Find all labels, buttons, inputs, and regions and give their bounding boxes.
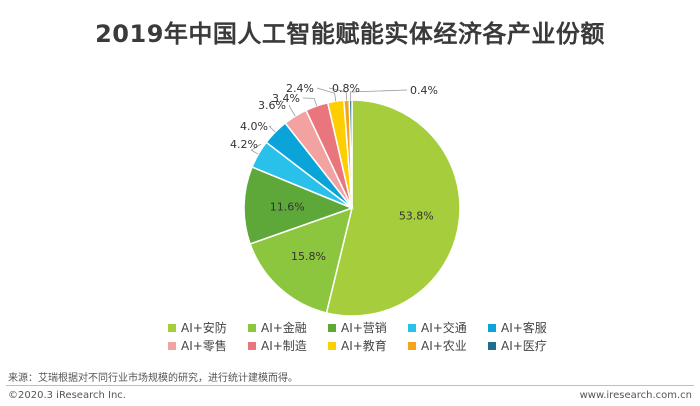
pie-leader-line — [316, 87, 337, 102]
pie-slice-label: 2.4% — [286, 82, 314, 95]
legend-swatch — [168, 323, 176, 332]
pie-labels: 53.8% 15.8% 11.6% 4.2% 4.0% 3.6%3.4%2.4% 0.8% 0… — [230, 82, 438, 263]
footer-divider — [6, 385, 694, 386]
pie-slice-label: 4.2% — [230, 138, 258, 151]
legend-item: AI+零售 — [168, 337, 227, 354]
legend-swatch — [168, 341, 176, 350]
pie-slice-label: 4.0% — [240, 120, 268, 133]
pie-leader-line — [350, 89, 408, 101]
legend-label: AI+营销 — [341, 321, 387, 335]
pie-slice-label: 53.8% — [399, 210, 434, 223]
pie-leader-lines — [250, 87, 408, 155]
pie-slice — [249, 206, 354, 314]
legend-label: AI+交通 — [421, 321, 467, 335]
website: www.iresearch.com.cn — [579, 390, 692, 401]
legend-label: AI+客服 — [501, 321, 547, 335]
legend-item: AI+安防 — [168, 319, 227, 336]
legend-label: AI+医疗 — [501, 339, 547, 353]
legend-item: AI+交通 — [408, 319, 467, 336]
legend-swatch — [328, 341, 336, 350]
pie-leader-line — [250, 143, 262, 155]
legend-label: AI+农业 — [421, 339, 467, 353]
source-note: 来源：艾瑞根据对不同行业市场规模的研究，进行统计建模而得。 — [8, 373, 298, 384]
legend-swatch — [488, 323, 496, 332]
pie-slice-label: 15.8% — [291, 250, 326, 263]
legend-item: AI+客服 — [488, 319, 547, 336]
legend-label: AI+制造 — [261, 339, 307, 353]
legend-item: AI+金融 — [248, 319, 307, 336]
legend-item: AI+制造 — [248, 337, 307, 354]
legend-swatch — [408, 341, 416, 350]
legend-item: AI+医疗 — [488, 337, 547, 354]
pie-slice-label: 0.4% — [410, 84, 438, 97]
legend-label: AI+零售 — [181, 339, 227, 353]
legend-item: AI+营销 — [328, 319, 387, 336]
legend-swatch — [488, 341, 496, 350]
legend-item: AI+农业 — [408, 337, 467, 354]
pie-leader-line — [268, 125, 276, 133]
pie-slice — [348, 99, 353, 209]
pie-slice — [243, 166, 355, 245]
pie-slice-label: 3.6% — [258, 99, 286, 112]
legend-swatch — [248, 341, 256, 350]
copyright: ©2020.3 iResearch Inc. — [8, 390, 126, 401]
pie-slice-label: 3.4% — [272, 92, 300, 105]
legend-swatch — [248, 323, 256, 332]
legend-swatch — [328, 323, 336, 332]
legend-label: AI+金融 — [261, 321, 307, 335]
pie-leader-line — [302, 97, 318, 107]
legend-item: AI+教育 — [328, 337, 387, 354]
pie-slice — [325, 99, 461, 317]
pie-slice-label: 0.8% — [332, 82, 360, 95]
legend-label: AI+安防 — [181, 321, 227, 335]
legend-label: AI+教育 — [341, 339, 387, 353]
pie-slices — [243, 99, 461, 317]
chart-title: 2019年中国人工智能赋能实体经济各产业份额 — [95, 20, 605, 48]
legend-swatch — [408, 323, 416, 332]
pie-slice-label: 11.6% — [270, 200, 305, 213]
pie-leader-line — [288, 104, 296, 117]
pie-leader-line — [328, 87, 347, 101]
